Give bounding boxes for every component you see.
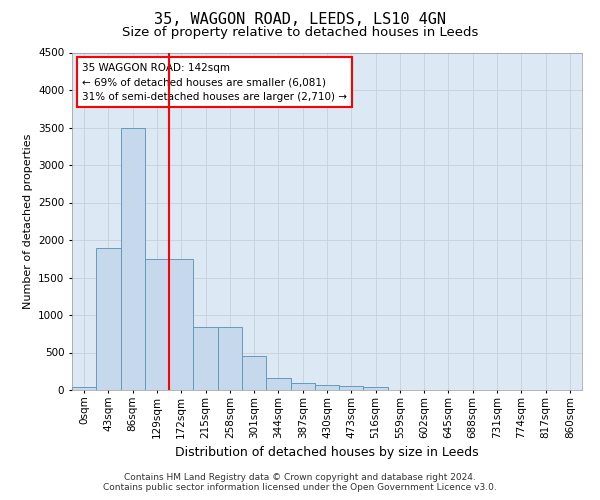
Bar xyxy=(218,327,242,390)
Bar xyxy=(315,385,339,390)
Bar xyxy=(145,259,169,390)
Text: 35, WAGGON ROAD, LEEDS, LS10 4GN: 35, WAGGON ROAD, LEEDS, LS10 4GN xyxy=(154,12,446,28)
Y-axis label: Number of detached properties: Number of detached properties xyxy=(23,134,32,309)
X-axis label: Distribution of detached houses by size in Leeds: Distribution of detached houses by size … xyxy=(175,446,479,459)
Bar xyxy=(290,382,315,390)
Bar xyxy=(72,387,96,390)
Bar xyxy=(339,386,364,390)
Bar xyxy=(169,259,193,390)
Text: Contains HM Land Registry data © Crown copyright and database right 2024.
Contai: Contains HM Land Registry data © Crown c… xyxy=(103,473,497,492)
Bar xyxy=(96,248,121,390)
Text: 35 WAGGON ROAD: 142sqm
← 69% of detached houses are smaller (6,081)
31% of semi-: 35 WAGGON ROAD: 142sqm ← 69% of detached… xyxy=(82,62,347,102)
Bar xyxy=(242,356,266,390)
Bar xyxy=(364,387,388,390)
Bar xyxy=(266,378,290,390)
Text: Size of property relative to detached houses in Leeds: Size of property relative to detached ho… xyxy=(122,26,478,39)
Bar xyxy=(193,327,218,390)
Bar xyxy=(121,128,145,390)
